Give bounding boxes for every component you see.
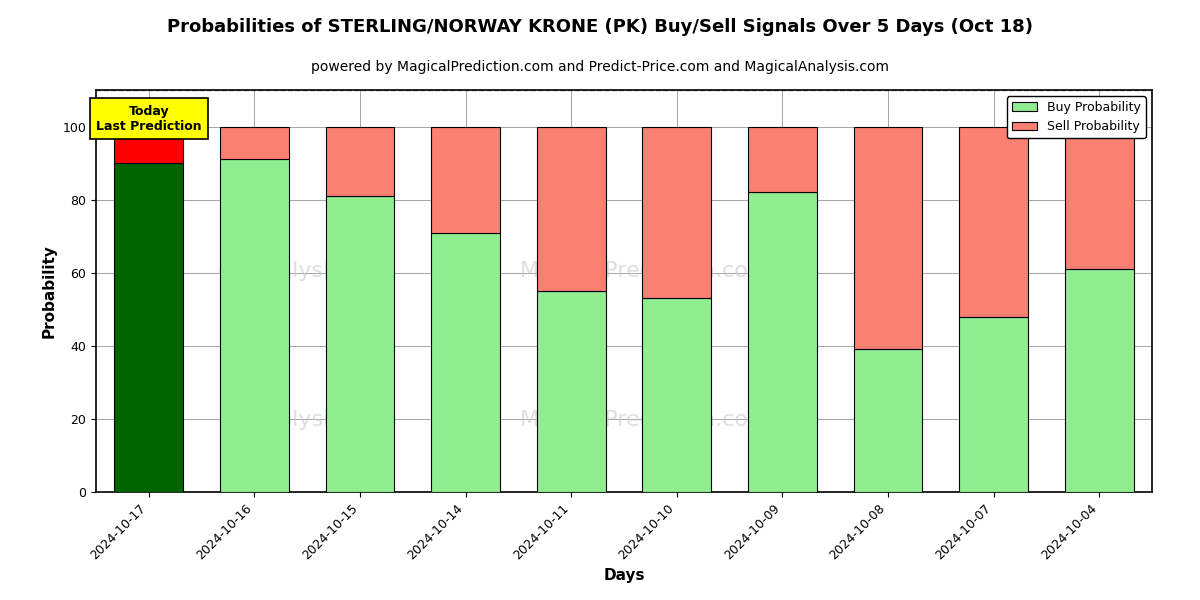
Bar (114, 127, 184, 163)
Bar (959, 127, 1028, 317)
Bar (325, 196, 395, 492)
Bar (959, 317, 1028, 492)
Text: Today
Last Prediction: Today Last Prediction (96, 104, 202, 133)
Bar (431, 127, 500, 233)
Bar (325, 127, 395, 196)
Bar (220, 127, 289, 160)
Bar (853, 127, 923, 349)
Bar (1064, 127, 1134, 269)
Text: powered by MagicalPrediction.com and Predict-Price.com and MagicalAnalysis.com: powered by MagicalPrediction.com and Pre… (311, 60, 889, 74)
Bar (536, 291, 606, 492)
Text: Probabilities of STERLING/NORWAY KRONE (PK) Buy/Sell Signals Over 5 Days (Oct 18: Probabilities of STERLING/NORWAY KRONE (… (167, 18, 1033, 36)
Bar (431, 233, 500, 492)
Text: calAnalysis.com: calAnalysis.com (218, 410, 396, 430)
X-axis label: Days: Days (604, 568, 644, 583)
Bar (853, 349, 923, 492)
Bar (748, 127, 817, 193)
Text: MagicalPrediction.com: MagicalPrediction.com (520, 261, 770, 281)
Bar (114, 163, 184, 492)
Text: calAnalysis.com: calAnalysis.com (218, 261, 396, 281)
Legend: Buy Probability, Sell Probability: Buy Probability, Sell Probability (1007, 96, 1146, 139)
Y-axis label: Probability: Probability (42, 244, 56, 338)
Bar (642, 298, 712, 492)
Bar (220, 160, 289, 492)
Bar (642, 127, 712, 298)
Bar (536, 127, 606, 291)
Bar (748, 193, 817, 492)
Bar (1064, 269, 1134, 492)
Text: MagicalPrediction.com: MagicalPrediction.com (520, 410, 770, 430)
